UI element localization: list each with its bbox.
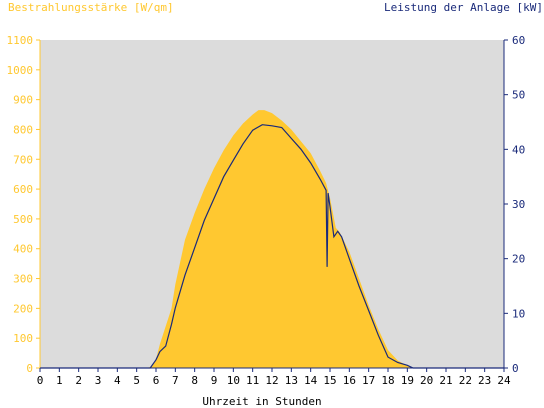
x-tick-label: 24 — [497, 374, 511, 387]
x-tick-label: 3 — [95, 374, 102, 387]
x-tick-label: 18 — [381, 374, 394, 387]
x-tick-label: 14 — [304, 374, 318, 387]
chart-axes: 0100200300400500600700800900100011000102… — [7, 34, 526, 387]
x-tick-label: 5 — [133, 374, 140, 387]
x-tick-label: 10 — [227, 374, 240, 387]
left-tick-label: 100 — [13, 332, 33, 345]
right-tick-label: 40 — [512, 143, 525, 156]
right-tick-label: 20 — [512, 253, 525, 266]
left-tick-label: 0 — [26, 362, 33, 375]
left-tick-label: 400 — [13, 243, 33, 256]
left-axis-title: Bestrahlungsstärke [W/qm] — [8, 1, 174, 14]
x-tick-label: 7 — [172, 374, 179, 387]
x-tick-label: 15 — [323, 374, 336, 387]
x-tick-label: 22 — [459, 374, 472, 387]
x-tick-label: 17 — [362, 374, 375, 387]
x-tick-label: 0 — [37, 374, 44, 387]
x-tick-label: 21 — [439, 374, 452, 387]
right-axis-title: Leistung der Anlage [kW] — [384, 1, 543, 14]
left-tick-label: 900 — [13, 94, 33, 107]
x-tick-label: 13 — [285, 374, 298, 387]
x-tick-label: 16 — [343, 374, 356, 387]
left-tick-label: 1000 — [7, 64, 34, 77]
x-tick-label: 19 — [401, 374, 414, 387]
x-tick-label: 8 — [191, 374, 198, 387]
left-tick-label: 200 — [13, 302, 33, 315]
left-tick-label: 300 — [13, 273, 33, 286]
right-tick-label: 50 — [512, 89, 525, 102]
irradiance-area — [40, 110, 504, 368]
left-tick-label: 600 — [13, 183, 33, 196]
right-tick-label: 0 — [512, 362, 519, 375]
left-tick-label: 700 — [13, 153, 33, 166]
x-tick-label: 20 — [420, 374, 433, 387]
x-tick-label: 12 — [265, 374, 278, 387]
x-tick-label: 6 — [153, 374, 160, 387]
left-tick-label: 1100 — [7, 34, 34, 47]
x-tick-label: 1 — [56, 374, 63, 387]
power-line — [40, 124, 504, 369]
chart-marks — [40, 110, 504, 369]
x-tick-label: 11 — [246, 374, 259, 387]
right-tick-label: 60 — [512, 34, 525, 47]
x-axis-title: Uhrzeit in Stunden — [202, 395, 321, 408]
left-tick-label: 500 — [13, 213, 33, 226]
right-tick-label: 10 — [512, 307, 525, 320]
x-tick-label: 2 — [75, 374, 82, 387]
right-tick-label: 30 — [512, 198, 525, 211]
x-tick-label: 4 — [114, 374, 121, 387]
x-tick-label: 23 — [478, 374, 491, 387]
x-tick-label: 9 — [211, 374, 218, 387]
left-tick-label: 800 — [13, 123, 33, 136]
